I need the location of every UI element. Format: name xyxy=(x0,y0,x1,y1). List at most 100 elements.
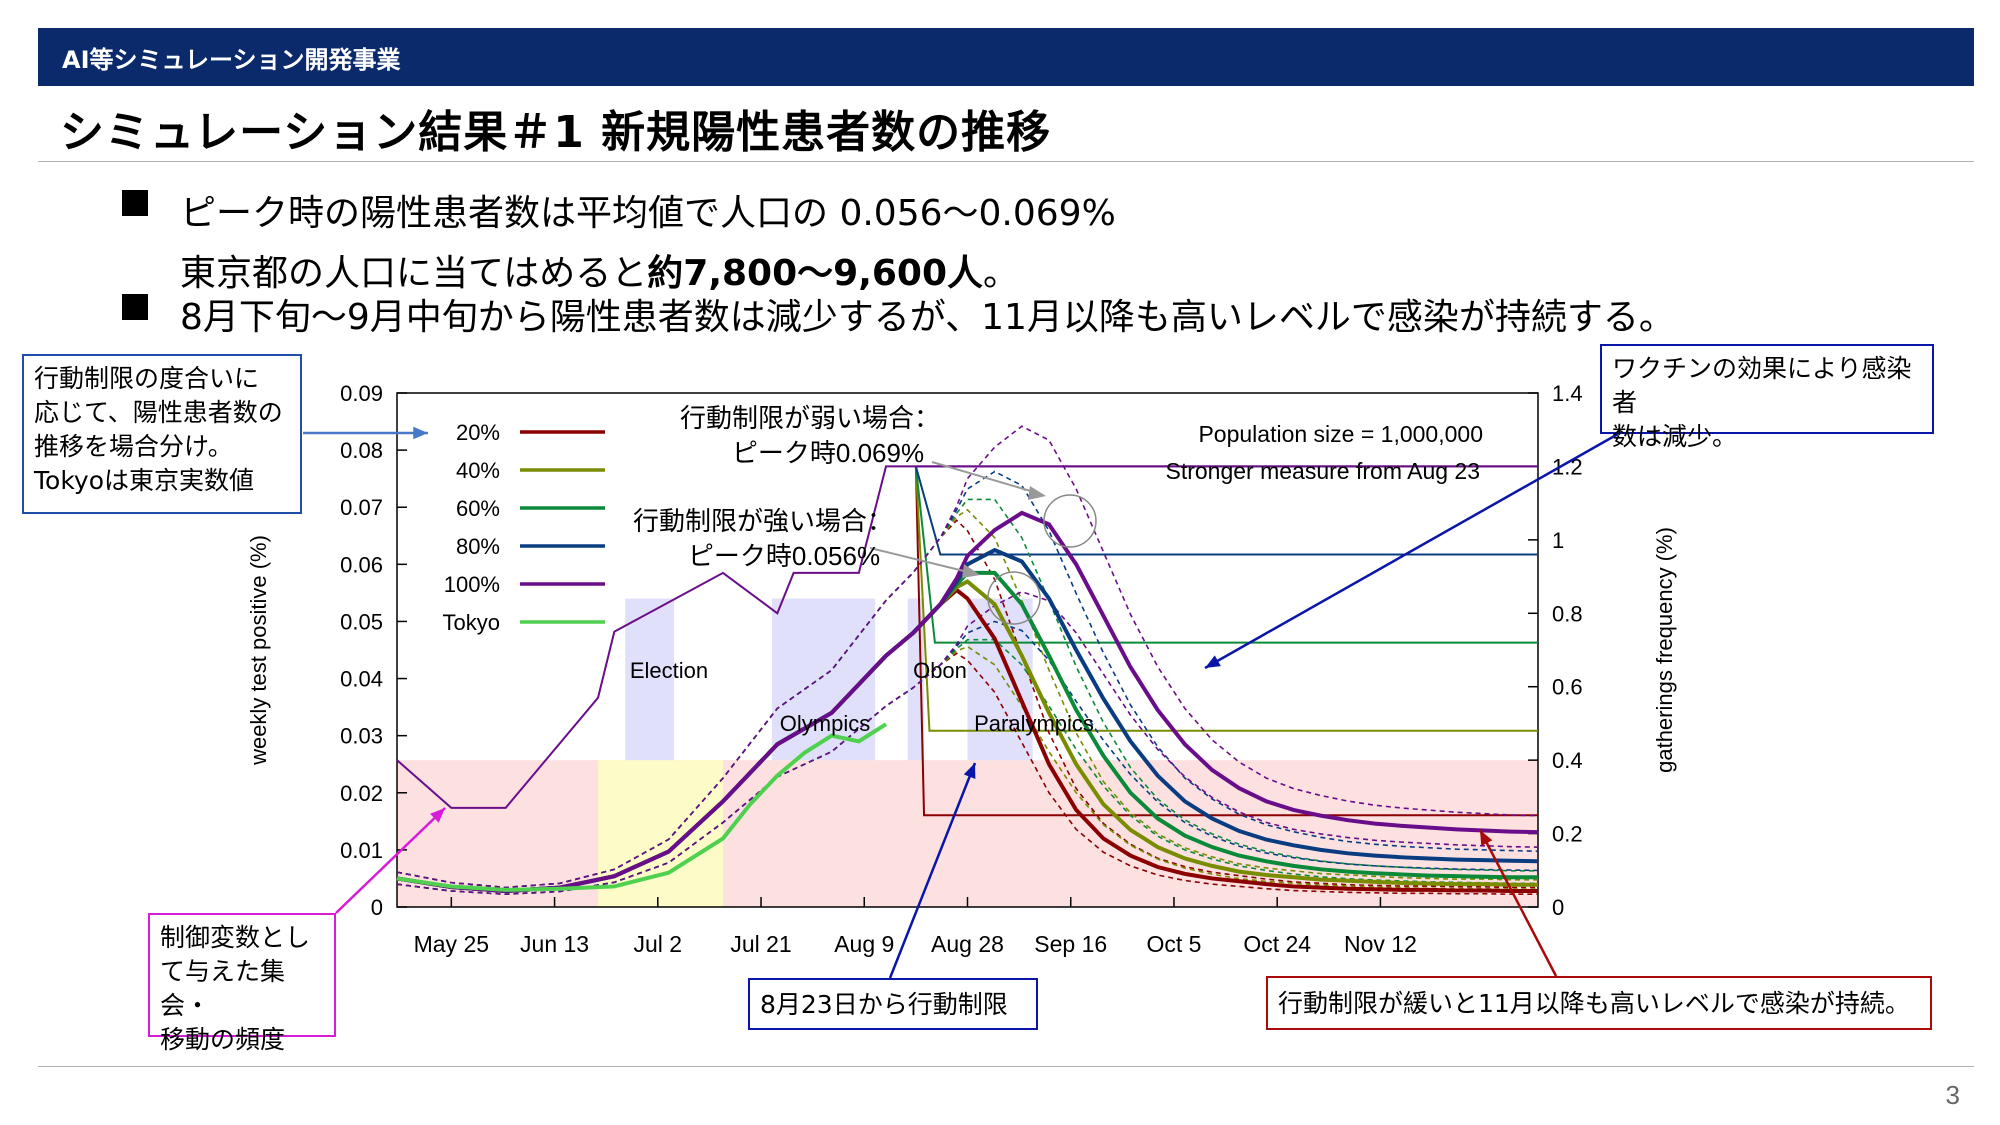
series-band xyxy=(396,620,1539,896)
footer-divider xyxy=(38,1066,1974,1067)
bullet-2-text: 8月下旬～9月中旬から陽性患者数は減少するが、11月以降も高いレベルで感染が持続… xyxy=(180,297,1675,338)
bullet-1-emphasis: 約7,800～9,600人 xyxy=(647,253,984,294)
y2-tick-label: 1.4 xyxy=(1552,381,1583,406)
confidence-bands xyxy=(396,425,1539,896)
y-tick-label: 0.07 xyxy=(340,495,383,520)
y-tick-label: 0.01 xyxy=(340,838,383,863)
chart-labels: Population size = 1,000,000 Stronger meas… xyxy=(630,403,1483,736)
x-tick-label: Sep 16 xyxy=(1034,931,1107,957)
gatherings-line xyxy=(914,466,1538,817)
y-tick-label: 0 xyxy=(371,895,383,920)
y2-axis-label: gatherings frequency (%) xyxy=(1652,527,1677,773)
legend-label: 40% xyxy=(456,458,500,483)
control-callout-line: 移動の頻度 xyxy=(160,1025,286,1054)
title-divider xyxy=(38,161,1974,162)
x-tick-label: Jul 21 xyxy=(730,931,791,957)
event-label-paralympics: Paralympics xyxy=(974,711,1094,736)
measure-label: Stronger measure from Aug 23 xyxy=(1166,458,1481,484)
gatherings-line xyxy=(914,466,1538,644)
event-label-olympics: Olympics xyxy=(780,711,870,736)
y2-tick-label: 0.4 xyxy=(1552,748,1583,773)
vaccine-arrow xyxy=(1204,432,1619,670)
section-label: AI等シミュレーション開発事業 xyxy=(62,46,401,74)
y2-tick-label: 0.6 xyxy=(1552,675,1583,700)
x-tick-label: Aug 28 xyxy=(931,931,1004,957)
y-tick-label: 0.06 xyxy=(340,552,383,577)
weak-annotation-1: 行動制限が弱い場合： xyxy=(680,403,940,433)
weak-arrow-head xyxy=(1480,830,1493,846)
bullet-square-icon xyxy=(122,190,148,216)
bullet-1-period: 。 xyxy=(983,253,1020,294)
y2-tick-label: 1.2 xyxy=(1552,454,1583,479)
strong-annotation-1: 行動制限が強い場合： xyxy=(633,506,893,536)
bullet-square-icon xyxy=(122,294,148,320)
event-label-obon: Obon xyxy=(913,658,967,683)
population-label: Population size = 1,000,000 xyxy=(1198,421,1483,447)
weak-pointer xyxy=(931,461,1035,493)
weak-pointer-head xyxy=(1028,486,1046,500)
series-band xyxy=(396,590,1539,896)
slide-title: シミュレーション結果＃1 新規陽性患者数の推移 xyxy=(60,107,1052,158)
yellow-zone xyxy=(598,760,723,907)
legend-label: 60% xyxy=(456,496,500,521)
series-band xyxy=(396,425,1539,889)
x-tick-label: May 25 xyxy=(414,931,489,957)
legend-label: 80% xyxy=(456,534,500,559)
x-tick-label: Oct 5 xyxy=(1146,931,1201,957)
scenario-arrow-head xyxy=(413,426,428,440)
gatherings-line xyxy=(914,466,1538,732)
weak-annotation-2: ピーク時0.069% xyxy=(732,438,924,468)
vaccine-callout-line: 数は減少。 xyxy=(1612,422,1738,451)
y-tick-label: 0.05 xyxy=(340,609,383,634)
x-tick-label: Jul 2 xyxy=(634,931,683,957)
y-tick-label: 0.08 xyxy=(340,438,383,463)
aug23-callout: 8月23日から行動制限 xyxy=(748,978,1038,1030)
scenario-callout: 行動制限の度合いに 応じて、陽性患者数の 推移を場合分け。 Tokyoは東京実数… xyxy=(22,354,302,514)
series-line-tokyo xyxy=(396,722,888,892)
strong-pointer xyxy=(869,547,969,573)
paralympics-zone xyxy=(967,598,1033,761)
header-bar: AI等シミュレーション開発事業 xyxy=(38,28,1974,86)
bullet-1-line-1: ピーク時の陽性患者数は平均値で人口の 0.056～0.069% xyxy=(180,193,1116,234)
peak-circle-strong xyxy=(987,571,1041,625)
y-axis-label: weekly test positive (%) xyxy=(246,535,271,766)
control-callout-line: 制御変数とし xyxy=(160,923,311,952)
gatherings-lines xyxy=(396,465,1538,817)
weak-measure-callout: 行動制限が緩いと11月以降も高いレベルで感染が持続。 xyxy=(1266,976,1932,1030)
series-band xyxy=(396,652,1538,896)
gatherings-line xyxy=(914,466,1538,556)
page-number: 3 xyxy=(1945,1080,1960,1110)
scenario-callout-line: Tokyoは東京実数値 xyxy=(34,466,254,495)
y-tick-label: 0.09 xyxy=(340,381,383,406)
y-tick-label: 0.04 xyxy=(340,667,383,692)
y2-tick-label: 0 xyxy=(1552,895,1564,920)
vaccine-callout: ワクチンの効果により感染者 数は減少。 xyxy=(1600,344,1934,451)
vaccine-arrow-head xyxy=(1205,655,1221,668)
strong-pointer-head xyxy=(962,564,980,578)
series-lines xyxy=(396,510,1539,894)
series-band xyxy=(396,645,1538,896)
x-tick-label: Nov 12 xyxy=(1344,931,1417,957)
y2-tick-label: 0.2 xyxy=(1552,822,1583,847)
y2-tick-label: 1 xyxy=(1552,528,1564,553)
y-tick-label: 0.02 xyxy=(340,781,383,806)
chart-axes: 0 0.01 0.02 0.03 0.04 0.05 0.06 0.07 0.08 0.09 0 0.… xyxy=(246,381,1677,957)
aug23-arrow xyxy=(888,762,977,979)
bullet-1-line-2: 東京都の人口に当てはめると約7,800～9,600人。 xyxy=(180,244,1116,296)
legend-label: 20% xyxy=(456,420,500,445)
vaccine-callout-line: ワクチンの効果により感染者 xyxy=(1612,354,1912,417)
bullet-2: 8月下旬～9月中旬から陽性患者数は減少するが、11月以降も高いレベルで感染が持続… xyxy=(122,288,1675,340)
scenario-callout-line: 推移を場合分け。 xyxy=(34,432,233,461)
chart-annotations xyxy=(869,461,1097,625)
x-tick-label: Aug 9 xyxy=(834,931,894,957)
legend-label: Tokyo xyxy=(443,610,500,635)
bullet-1-text: 東京都の人口に当てはめると xyxy=(180,253,648,294)
scenario-callout-line: 応じて、陽性患者数の xyxy=(34,398,283,427)
legend-label: 100% xyxy=(444,572,500,597)
bullet-1: ピーク時の陽性患者数は平均値で人口の 0.056～0.069% 東京都の人口に当… xyxy=(122,184,1116,296)
control-variable-callout: 制御変数とし て与えた集会・ 移動の頻度 xyxy=(148,913,336,1054)
scenario-callout-line: 行動制限の度合いに xyxy=(34,364,260,393)
control-arrow-head xyxy=(430,808,445,823)
weak-arrow xyxy=(1478,829,1558,977)
